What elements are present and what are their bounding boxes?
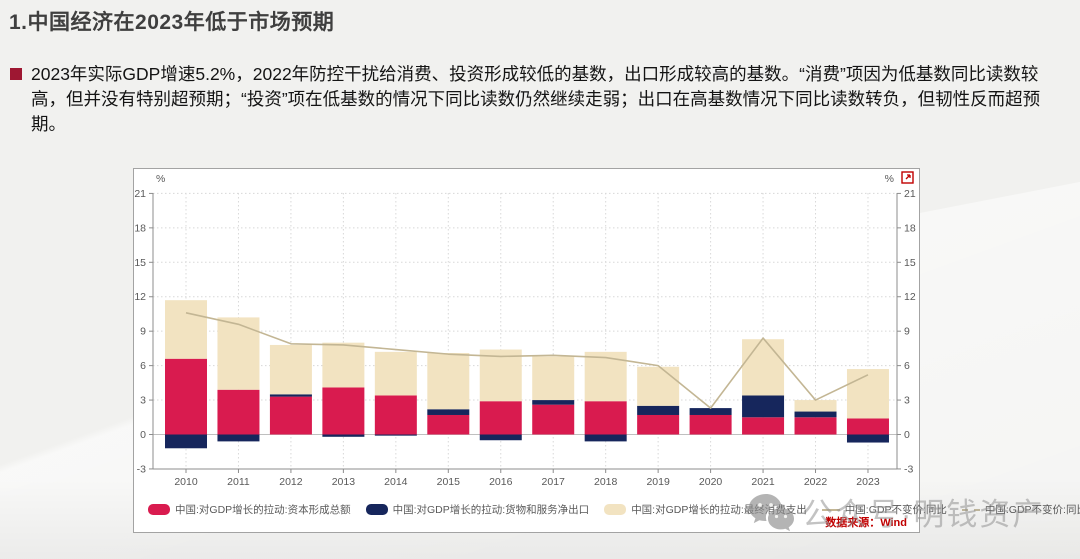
bar-segment-2015 bbox=[427, 352, 470, 410]
bar-segment-2013 bbox=[322, 434, 365, 437]
x-tick-label: 2020 bbox=[699, 476, 723, 488]
bar-segment-2018 bbox=[584, 401, 627, 435]
bar-segment-2014 bbox=[374, 351, 417, 396]
legend-item: 中国:对GDP增长的拉动:最终消费支出 bbox=[604, 502, 807, 517]
left-tick-label: 9 bbox=[140, 326, 146, 338]
data-source-label: 数据来源：Wind bbox=[825, 517, 907, 529]
left-tick-label: 12 bbox=[134, 291, 146, 303]
bar-segment-2010 bbox=[165, 434, 207, 449]
left-tick-label: 6 bbox=[140, 360, 146, 372]
bar-segment-2023 bbox=[846, 418, 889, 435]
bar-segment-2012 bbox=[269, 396, 312, 435]
x-tick-label: 2023 bbox=[856, 476, 880, 488]
bar-segment-2021 bbox=[742, 339, 785, 396]
y-axis-unit-left: % bbox=[156, 173, 165, 185]
bullet-paragraph: 2023年实际GDP增速5.2%，2022年防控干扰给消费、投资形成较低的基数，… bbox=[10, 62, 1068, 137]
bar-segment-2014 bbox=[374, 434, 417, 436]
legend-line-swatch bbox=[961, 508, 980, 511]
x-tick-label: 2015 bbox=[437, 476, 461, 488]
x-tick-label: 2017 bbox=[542, 476, 566, 488]
x-tick-label: 2019 bbox=[646, 476, 670, 488]
legend-item: 中国:GDP不变价:同比 bbox=[961, 502, 1080, 517]
bar-segment-2021 bbox=[742, 395, 785, 418]
bar-segment-2022 bbox=[794, 411, 837, 418]
y-axis-unit-right: % bbox=[885, 173, 894, 185]
legend-bar-swatch bbox=[365, 504, 388, 515]
x-tick-label: 2011 bbox=[227, 476, 250, 488]
page-title: 1.中国经济在2023年低于市场预期 bbox=[9, 11, 335, 34]
legend-label: 中国:GDP不变价:同比 bbox=[984, 504, 1080, 516]
x-tick-label: 2014 bbox=[384, 476, 408, 488]
left-tick-label: 0 bbox=[140, 429, 146, 441]
legend-label: 中国:GDP不变价:同比 bbox=[844, 504, 947, 516]
right-tick-label: -3 bbox=[904, 463, 913, 475]
bar-segment-2013 bbox=[322, 387, 365, 435]
gdp-line bbox=[185, 312, 869, 409]
x-tick-label: 2018 bbox=[594, 476, 618, 488]
left-tick-label: -3 bbox=[137, 463, 146, 475]
bullet-marker bbox=[10, 68, 22, 80]
gdp-contribution-chart: 21 21 18 18 15 15 12 12 9 9 6 6 3 3 0 0 -3 -3% % 2010 2011 20… bbox=[134, 173, 916, 488]
x-tick-label: 2021 bbox=[751, 476, 775, 488]
right-tick-label: 3 bbox=[904, 395, 910, 407]
bar-segment-2015 bbox=[427, 409, 470, 415]
legend-item: 中国:对GDP增长的拉动:资本形成总额 bbox=[148, 502, 351, 517]
right-tick-label: 21 bbox=[904, 188, 916, 200]
bar-segment-2012 bbox=[269, 394, 312, 397]
bar-segment-2011 bbox=[217, 317, 260, 390]
left-tick-label: 15 bbox=[134, 257, 146, 269]
legend-bar-swatch bbox=[148, 504, 170, 515]
x-tick-label: 2010 bbox=[174, 476, 198, 488]
bar-segment-2010 bbox=[165, 300, 207, 359]
bar-segment-2021 bbox=[742, 417, 785, 435]
bar-segment-2020 bbox=[689, 408, 732, 415]
x-tick-label: 2016 bbox=[489, 476, 513, 488]
bar-segment-2014 bbox=[374, 395, 417, 435]
bar-segment-2020 bbox=[689, 414, 732, 435]
chart-card: 21 21 18 18 15 15 12 12 9 9 6 6 3 3 0 0 -3 -3%% 2010 2011 20… bbox=[133, 168, 1080, 533]
x-tick-label: 2013 bbox=[332, 476, 356, 488]
bar-segment-2013 bbox=[322, 342, 365, 388]
right-tick-label: 18 bbox=[904, 222, 916, 234]
chart-legend: 中国:对GDP增长的拉动:资本形成总额 中国:对GDP增长的拉动:货物和服务净出口… bbox=[148, 502, 1080, 517]
legend-line-swatch bbox=[821, 508, 840, 511]
bar-segment-2010 bbox=[165, 358, 207, 435]
bar-segment-2016 bbox=[479, 401, 522, 435]
legend-item: 中国:对GDP增长的拉动:货物和服务净出口 bbox=[365, 502, 590, 517]
bar-segment-2017 bbox=[532, 400, 575, 405]
right-tick-label: 15 bbox=[904, 257, 916, 269]
bar-segment-2019 bbox=[637, 405, 680, 415]
right-tick-label: 9 bbox=[904, 326, 910, 338]
legend-bar-swatch bbox=[604, 504, 627, 515]
left-tick-label: 21 bbox=[134, 188, 146, 200]
left-tick-label: 18 bbox=[134, 222, 146, 234]
left-tick-label: 3 bbox=[140, 395, 146, 407]
bar-segment-2017 bbox=[532, 356, 575, 401]
expand-icon[interactable] bbox=[901, 171, 914, 184]
bar-segment-2017 bbox=[532, 404, 575, 435]
bar-segment-2011 bbox=[217, 389, 260, 435]
bar-segment-2012 bbox=[269, 344, 312, 395]
bar-segment-2016 bbox=[479, 434, 522, 441]
legend-label: 中国:对GDP增长的拉动:货物和服务净出口 bbox=[392, 504, 590, 516]
legend-label: 中国:对GDP增长的拉动:资本形成总额 bbox=[175, 504, 351, 516]
bar-segment-2018 bbox=[584, 434, 627, 442]
bar-segment-2022 bbox=[794, 400, 837, 412]
bar-segment-2015 bbox=[427, 414, 470, 435]
right-tick-label: 12 bbox=[904, 291, 916, 303]
legend-item: 中国:GDP不变价:同比 bbox=[821, 502, 947, 517]
right-tick-label: 6 bbox=[904, 360, 910, 372]
x-tick-label: 2012 bbox=[279, 476, 303, 488]
bar-segment-2022 bbox=[794, 417, 837, 435]
bar-segment-2011 bbox=[217, 434, 260, 442]
bar-segment-2023 bbox=[846, 434, 889, 443]
bullet-text: 2023年实际GDP增速5.2%，2022年防控干扰给消费、投资形成较低的基数，… bbox=[31, 64, 1041, 134]
legend-label: 中国:对GDP增长的拉动:最终消费支出 bbox=[631, 504, 807, 516]
bar-segment-2016 bbox=[479, 349, 522, 402]
bar-segment-2019 bbox=[637, 366, 680, 406]
x-tick-label: 2022 bbox=[804, 476, 828, 488]
right-tick-label: 0 bbox=[904, 429, 910, 441]
bar-segment-2019 bbox=[637, 414, 680, 435]
bar-segment-2023 bbox=[846, 369, 889, 419]
